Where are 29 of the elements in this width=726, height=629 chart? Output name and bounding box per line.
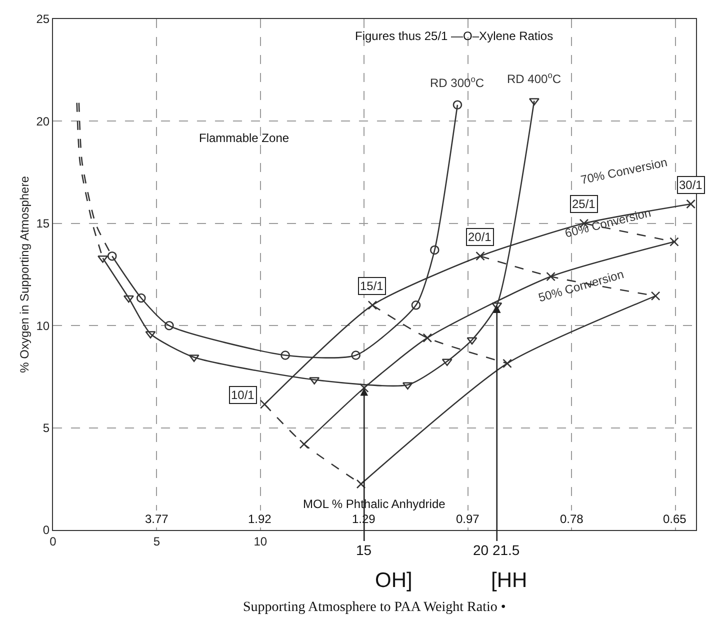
annotation: 30/1: [679, 178, 703, 192]
y-tick-label: 10: [36, 318, 50, 333]
annotation: 10/1: [231, 388, 255, 402]
x-tick-label: 5: [153, 534, 160, 548]
y-axis-title: % Oxygen in Supporting Atmosphere: [18, 176, 32, 373]
text: 70% Conversion: [579, 155, 669, 188]
annotation: 0.97: [456, 512, 480, 526]
text: Supporting Atmosphere to PAA Weight Ratio •: [243, 600, 506, 615]
series-label: RD 300$^{o}$C: [430, 74, 484, 90]
annotation: Flammable Zone: [199, 131, 290, 145]
annotation: 0.78: [560, 512, 584, 526]
annotation: 0.65: [663, 512, 687, 526]
annotation: 1.92: [248, 512, 272, 526]
annotation: 20 21.5: [473, 542, 520, 558]
series-label: RD 400$^{o}$C: [507, 70, 562, 86]
text: [HH: [491, 569, 528, 592]
annotation: 25/1: [572, 197, 596, 211]
annotation: 3.77: [145, 512, 169, 526]
y-tick-label: 20: [36, 114, 50, 128]
annotation: 15: [356, 542, 372, 558]
y-tick-label: 15: [36, 216, 50, 231]
annotation: Figures thus 25/1 —O–Xylene Ratios: [355, 29, 554, 43]
y-tick-label: 25: [36, 12, 50, 26]
text: OH]: [375, 569, 412, 592]
y-tick-label: 0: [42, 523, 50, 538]
annotation: 15/1: [360, 279, 384, 293]
x-tick-label: 10: [254, 534, 268, 548]
annotation: 20/1: [468, 230, 492, 244]
y-tick-label: 5: [42, 421, 50, 435]
